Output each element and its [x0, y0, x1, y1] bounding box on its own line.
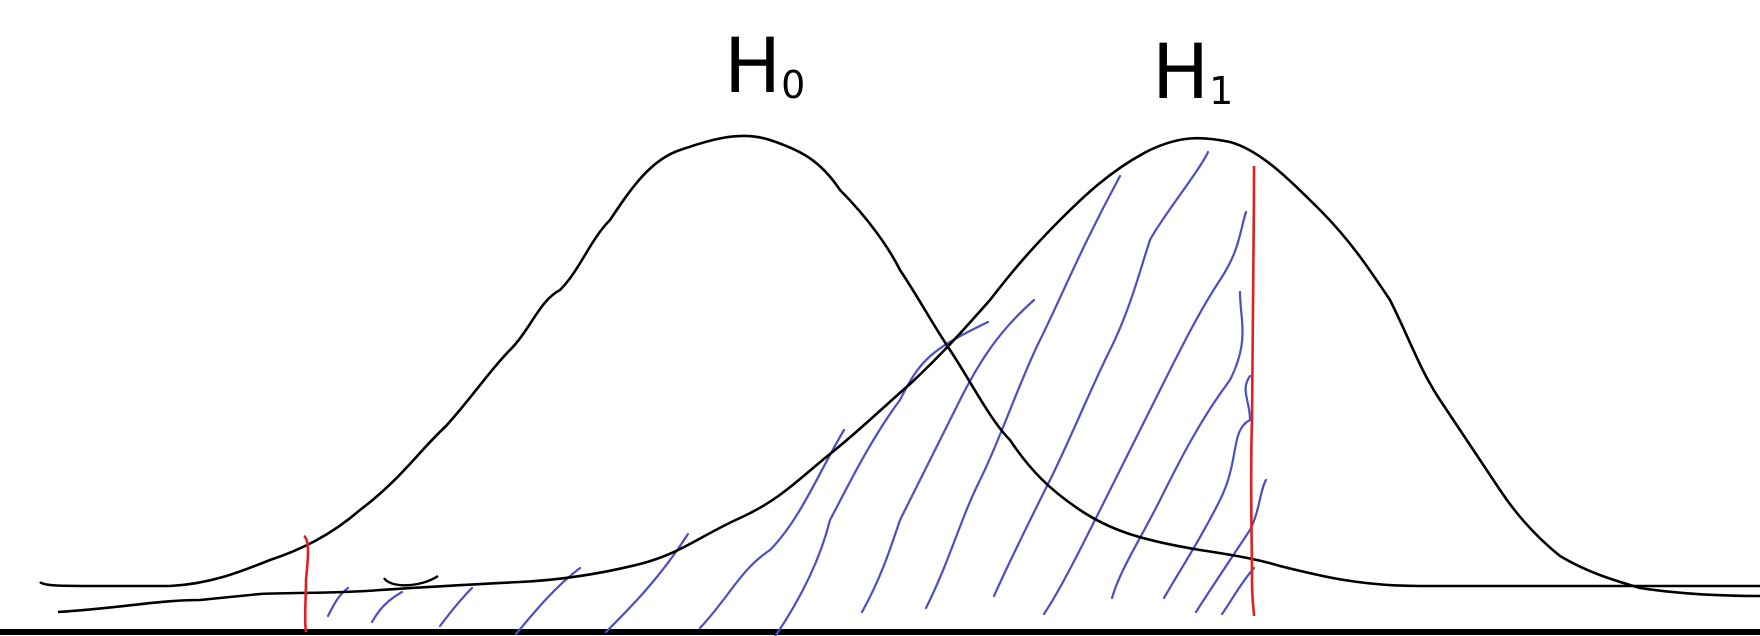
hatch-stroke [698, 428, 846, 630]
hatch-stroke [924, 174, 1122, 610]
h1-label: H1 [1152, 34, 1234, 113]
h0-distribution-curve [39, 134, 1760, 588]
hatch-stroke [774, 320, 990, 636]
hatch-stroke [370, 590, 404, 624]
hatch-stroke [1110, 290, 1244, 600]
tail-mark [382, 574, 439, 587]
right-critical-value-line [1249, 165, 1256, 617]
hatch-stroke [514, 566, 582, 636]
left-critical-value-line [303, 534, 310, 633]
hatch-stroke [604, 532, 690, 634]
hatch-stroke [1042, 210, 1248, 616]
hatch-stroke [1220, 566, 1256, 616]
h1-distribution-curve [57, 136, 1760, 614]
h0-label-letter: H [724, 21, 782, 110]
hatch-stroke [326, 586, 350, 618]
hatch-stroke [860, 298, 1036, 614]
hatch-stroke [992, 150, 1210, 598]
hatch-stroke [1162, 374, 1252, 600]
h0-label: H0 [724, 28, 806, 107]
h1-label-subscript: 1 [1209, 69, 1234, 113]
hatch-stroke [1194, 478, 1268, 614]
h0-label-subscript: 0 [781, 63, 806, 107]
beta-region-hatching [326, 150, 1268, 636]
hatch-stroke [438, 586, 474, 628]
h1-label-letter: H [1152, 27, 1210, 116]
